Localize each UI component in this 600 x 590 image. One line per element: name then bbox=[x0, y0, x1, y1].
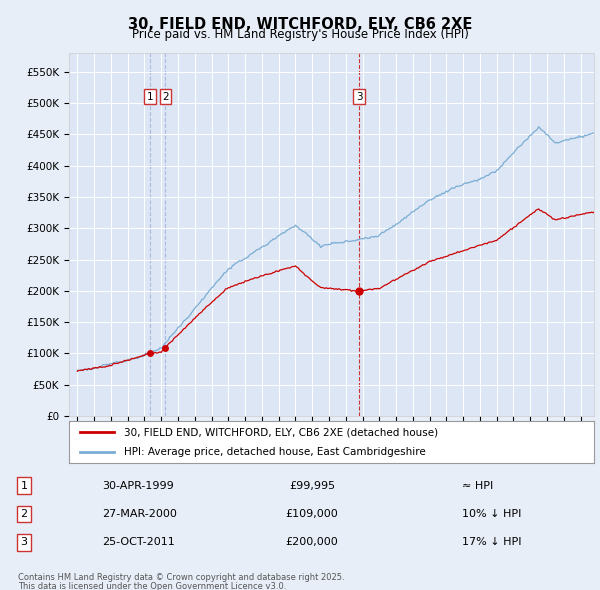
Text: Contains HM Land Registry data © Crown copyright and database right 2025.: Contains HM Land Registry data © Crown c… bbox=[18, 573, 344, 582]
Text: This data is licensed under the Open Government Licence v3.0.: This data is licensed under the Open Gov… bbox=[18, 582, 286, 590]
Text: 30, FIELD END, WITCHFORD, ELY, CB6 2XE: 30, FIELD END, WITCHFORD, ELY, CB6 2XE bbox=[128, 17, 472, 31]
Text: Price paid vs. HM Land Registry's House Price Index (HPI): Price paid vs. HM Land Registry's House … bbox=[131, 28, 469, 41]
Text: 3: 3 bbox=[20, 537, 28, 547]
Text: 10% ↓ HPI: 10% ↓ HPI bbox=[462, 509, 521, 519]
Text: £109,000: £109,000 bbox=[286, 509, 338, 519]
Text: 27-MAR-2000: 27-MAR-2000 bbox=[102, 509, 177, 519]
Text: 17% ↓ HPI: 17% ↓ HPI bbox=[462, 537, 521, 547]
Text: 2: 2 bbox=[162, 92, 169, 102]
Text: 30-APR-1999: 30-APR-1999 bbox=[102, 481, 174, 490]
Text: 25-OCT-2011: 25-OCT-2011 bbox=[102, 537, 175, 547]
Text: 1: 1 bbox=[20, 481, 28, 490]
Text: 30, FIELD END, WITCHFORD, ELY, CB6 2XE (detached house): 30, FIELD END, WITCHFORD, ELY, CB6 2XE (… bbox=[124, 427, 438, 437]
Text: HPI: Average price, detached house, East Cambridgeshire: HPI: Average price, detached house, East… bbox=[124, 447, 426, 457]
Text: 2: 2 bbox=[20, 509, 28, 519]
Text: 3: 3 bbox=[356, 92, 362, 102]
Text: 1: 1 bbox=[147, 92, 154, 102]
Text: £99,995: £99,995 bbox=[289, 481, 335, 490]
Text: ≈ HPI: ≈ HPI bbox=[462, 481, 493, 490]
Text: £200,000: £200,000 bbox=[286, 537, 338, 547]
